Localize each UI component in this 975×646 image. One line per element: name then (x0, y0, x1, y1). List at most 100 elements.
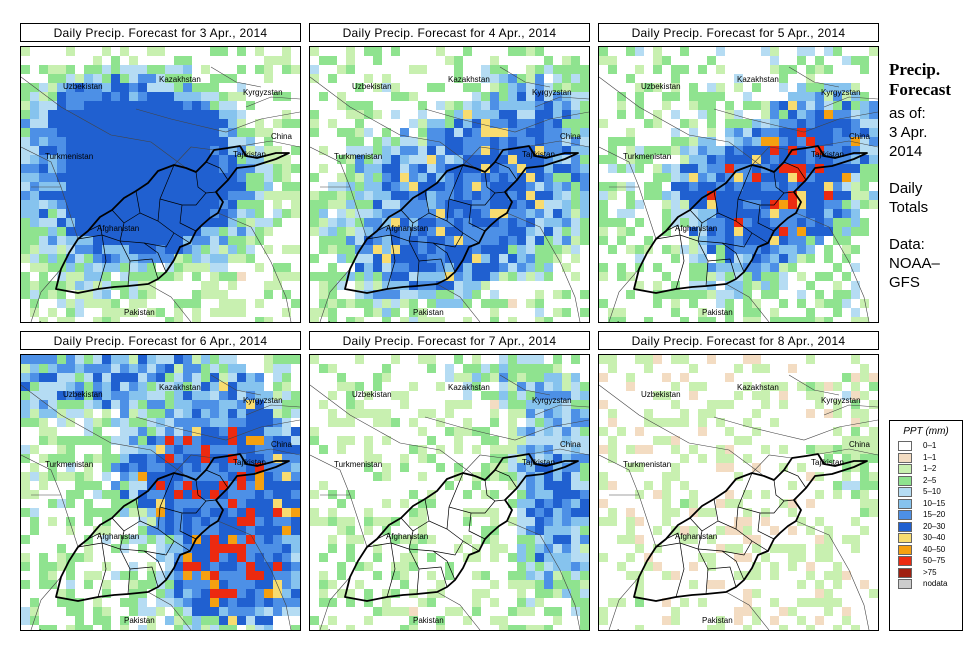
precip-cell (255, 490, 264, 499)
precip-cell (39, 173, 48, 182)
precip-cell (508, 263, 517, 272)
precip-cell (599, 517, 608, 526)
precip-cell (815, 83, 824, 92)
precip-cell (526, 47, 535, 56)
precip-cell (617, 92, 626, 101)
precip-map: Kazakhstan Uzbekistan Kyrgyzstan Turkmenist… (309, 46, 590, 323)
precip-cell (355, 83, 364, 92)
precip-cell (535, 517, 544, 526)
precip-cell (373, 209, 382, 218)
precip-cell (400, 182, 409, 191)
precip-cell (418, 191, 427, 200)
precip-cell (707, 625, 716, 630)
precip-cell (138, 436, 147, 445)
precip-cell (797, 245, 806, 254)
precip-cell (725, 146, 734, 155)
precip-cell (526, 173, 535, 182)
precip-cell (84, 299, 93, 308)
precip-cell (219, 544, 228, 553)
precip-cell (454, 607, 463, 616)
precip-cell (201, 173, 210, 182)
precip-cell (608, 218, 617, 227)
precip-cell (273, 544, 282, 553)
precip-cell (30, 173, 39, 182)
precip-cell (562, 499, 571, 508)
precip-cell (102, 173, 111, 182)
precip-cell (842, 481, 851, 490)
precip-cell (860, 580, 869, 589)
precip-cell (237, 218, 246, 227)
precip-cell (635, 281, 644, 290)
precip-cell (174, 209, 183, 218)
precip-cell (346, 164, 355, 173)
precip-cell (418, 137, 427, 146)
precip-cell (75, 472, 84, 481)
map-label-iran: Iran (617, 628, 631, 630)
precip-cell (770, 571, 779, 580)
precip-cell (282, 164, 291, 173)
precip-cell (84, 218, 93, 227)
precip-cell (319, 56, 328, 65)
precip-cell (599, 263, 608, 272)
precip-map: Kazakhstan Uzbekistan Kyrgyzstan Turkmenist… (598, 46, 879, 323)
precip-cell (219, 589, 228, 598)
precip-cell (608, 155, 617, 164)
precip-cell (463, 164, 472, 173)
precip-cell (364, 517, 373, 526)
precip-cell (716, 200, 725, 209)
precip-cell (842, 245, 851, 254)
precip-cell (57, 137, 66, 146)
precip-cell (120, 137, 129, 146)
precip-cell (662, 373, 671, 382)
precip-cell (174, 317, 183, 322)
precip-cell (472, 236, 481, 245)
precip-cell (707, 209, 716, 218)
precip-cell (346, 128, 355, 137)
precip-cell (707, 110, 716, 119)
precip-cell (138, 164, 147, 173)
precip-cell (246, 200, 255, 209)
precip-cell (580, 200, 589, 209)
precip-cell (851, 290, 860, 299)
precip-cell (373, 454, 382, 463)
precip-cell (228, 373, 237, 382)
precip-cell (580, 209, 589, 218)
precip-cell (255, 200, 264, 209)
precip-cell (102, 373, 111, 382)
precip-cell (463, 191, 472, 200)
precip-cell (102, 400, 111, 409)
precip-cell (490, 119, 499, 128)
precip-cell (373, 146, 382, 155)
precip-cell (57, 209, 66, 218)
precip-cell (815, 580, 824, 589)
precip-cell (851, 191, 860, 200)
precip-cell (779, 101, 788, 110)
precip-cell (237, 400, 246, 409)
precip-cell (707, 263, 716, 272)
precip-cell (165, 254, 174, 263)
precip-cell (779, 146, 788, 155)
precip-cell (824, 218, 833, 227)
precip-cell (174, 580, 183, 589)
precip-cell (183, 119, 192, 128)
precip-cell (21, 490, 30, 499)
precip-cell (147, 409, 156, 418)
precip-cell (490, 616, 499, 625)
precip-cell (617, 218, 626, 227)
precip-cell (355, 227, 364, 236)
precip-cell (138, 508, 147, 517)
precip-cell (454, 272, 463, 281)
precip-cell (842, 571, 851, 580)
precip-cell (698, 191, 707, 200)
precip-cell (174, 499, 183, 508)
panel-title: Daily Precip. Forecast for 4 Apr., 2014 (309, 23, 590, 42)
precip-cell (842, 146, 851, 155)
legend-swatch (898, 579, 912, 589)
precip-cell (138, 391, 147, 400)
precip-cell (400, 607, 409, 616)
precip-cell (409, 517, 418, 526)
precip-cell (210, 263, 219, 272)
precip-cell (409, 445, 418, 454)
precip-cell (237, 382, 246, 391)
precip-cell (174, 146, 183, 155)
